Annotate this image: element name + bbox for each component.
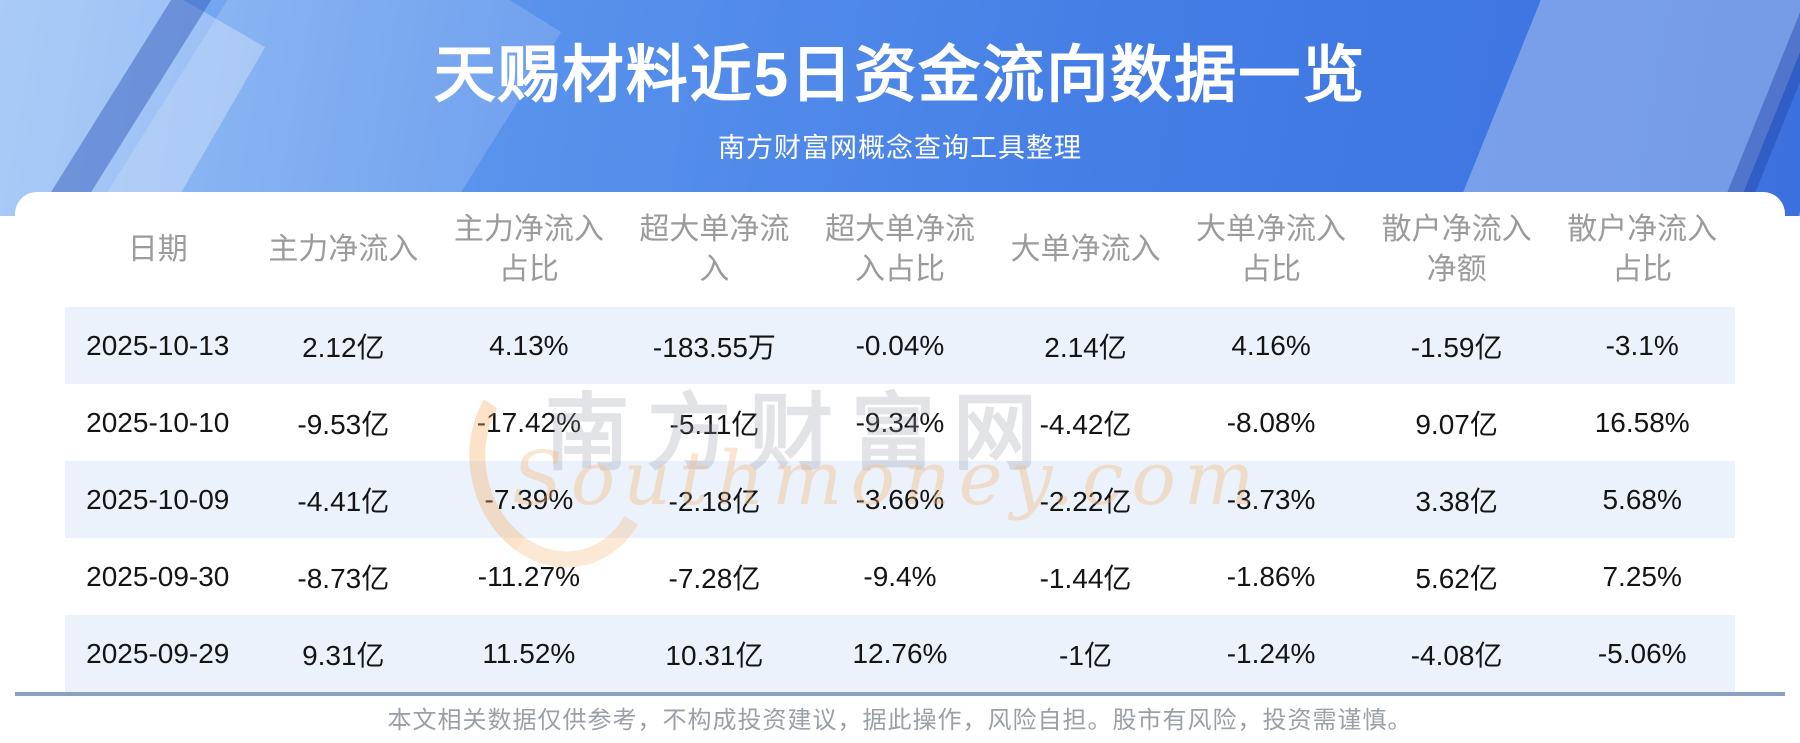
table-cell: -9.53亿 bbox=[297, 408, 390, 440]
table-cell: 3.38亿 bbox=[1415, 485, 1498, 517]
table-cell: -9.4% bbox=[863, 560, 937, 592]
table-cell: 4.13% bbox=[489, 329, 569, 361]
table-cell: 12.76% bbox=[852, 637, 948, 669]
table-cell: -7.39% bbox=[484, 483, 574, 515]
table-cell: -5.06% bbox=[1597, 637, 1687, 669]
table-cell: 10.31亿 bbox=[665, 639, 764, 671]
table-cell: -5.11亿 bbox=[669, 408, 760, 440]
table-cell: 2025-09-29 bbox=[86, 637, 230, 669]
table-cell: 2025-10-10 bbox=[86, 406, 230, 438]
table-cell: 5.68% bbox=[1602, 483, 1682, 515]
hero-banner: 天赐材料近5日资金流向数据一览 南方财富网概念查询工具整理 bbox=[0, 0, 1800, 216]
table-cell: -11.27% bbox=[477, 560, 580, 592]
table-cell: -1.44亿 bbox=[1039, 562, 1132, 594]
table-cell: 2.12亿 bbox=[302, 331, 385, 363]
table-row: 2025-10-10 -9.53亿 -17.42% -5.11亿 -9.34% -4.42… bbox=[65, 384, 1735, 461]
table-cell: -2.18亿 bbox=[668, 485, 761, 517]
table-cell: 11.52% bbox=[482, 637, 576, 669]
column-header: 主力净流入占比 bbox=[453, 212, 604, 286]
table-cell: -0.04% bbox=[855, 329, 945, 361]
fund-flow-table: 日期 主力净流入 主力净流入占比 超大单净流入 超大单净流入占比 大单净流入 大单净流入占比… bbox=[65, 192, 1735, 692]
column-header: 超大单净流入占比 bbox=[824, 212, 975, 286]
column-header: 大单净流入占比 bbox=[1196, 212, 1347, 286]
table-cell: -8.08% bbox=[1226, 406, 1316, 438]
page-title: 天赐材料近5日资金流向数据一览 bbox=[433, 41, 1367, 110]
table-head: 日期 主力净流入 主力净流入占比 超大单净流入 超大单净流入占比 大单净流入 大单净流入占比… bbox=[65, 192, 1735, 307]
disclaimer-text: 本文相关数据仅供参考，不构成投资建议，据此操作，风险自担。股市有风险，投资需谨慎… bbox=[387, 707, 1413, 734]
table-cell: 16.58% bbox=[1594, 406, 1690, 438]
table-cell: 2.14亿 bbox=[1044, 331, 1127, 363]
table-cell: -9.34% bbox=[855, 406, 945, 438]
table-cell: -183.55万 bbox=[652, 331, 776, 363]
column-header: 散户净流入占比 bbox=[1567, 212, 1718, 286]
column-header: 大单净流入 bbox=[1010, 232, 1161, 266]
table-row: 2025-10-13 2.12亿 4.13% -183.55万 -0.04% 2.14亿 4… bbox=[65, 307, 1735, 384]
table-cell: 5.62亿 bbox=[1415, 562, 1498, 594]
table-cell: -4.42亿 bbox=[1039, 408, 1132, 440]
table-cell: -17.42% bbox=[476, 406, 582, 438]
table-cell: -3.66% bbox=[855, 483, 945, 515]
page-subtitle: 南方财富网概念查询工具整理 bbox=[718, 133, 1082, 163]
column-header: 散户净流入净额 bbox=[1381, 212, 1532, 286]
table-cell: 9.31亿 bbox=[302, 639, 385, 671]
table-cell: 2025-10-09 bbox=[86, 483, 230, 515]
table-cell: 9.07亿 bbox=[1415, 408, 1498, 440]
table-cell: -8.73亿 bbox=[297, 562, 390, 594]
column-header: 日期 bbox=[127, 232, 188, 266]
table-cell: -1亿 bbox=[1059, 639, 1112, 671]
data-card: 日期 主力净流入 主力净流入占比 超大单净流入 超大单净流入占比 大单净流入 大单净流入占比… bbox=[15, 192, 1785, 696]
table-cell: -4.08亿 bbox=[1410, 639, 1503, 671]
table-cell: -1.59亿 bbox=[1410, 331, 1503, 363]
table-header-row: 日期 主力净流入 主力净流入占比 超大单净流入 超大单净流入占比 大单净流入 大单净流入占比… bbox=[65, 192, 1735, 307]
column-header: 超大单净流入 bbox=[639, 212, 790, 286]
table-cell: -2.22亿 bbox=[1039, 485, 1132, 517]
table-row: 2025-09-29 9.31亿 11.52% 10.31亿 12.76% -1亿 -1.2… bbox=[65, 615, 1735, 692]
table-cell: -1.24% bbox=[1226, 637, 1316, 669]
table-cell: -3.1% bbox=[1605, 329, 1679, 361]
table-cell: -7.28亿 bbox=[668, 562, 761, 594]
table-body: 2025-10-13 2.12亿 4.13% -183.55万 -0.04% 2.14亿 4… bbox=[65, 307, 1735, 692]
table-row: 2025-10-09 -4.41亿 -7.39% -2.18亿 -3.66% -2.22亿… bbox=[65, 461, 1735, 538]
table-cell: 7.25% bbox=[1602, 560, 1682, 592]
table-cell: -1.86% bbox=[1226, 560, 1316, 592]
table-cell: 4.16% bbox=[1231, 329, 1311, 361]
table-row: 2025-09-30 -8.73亿 -11.27% -7.28亿 -9.4% -1.44亿… bbox=[65, 538, 1735, 615]
table-cell: -4.41亿 bbox=[297, 485, 390, 517]
table-cell: 2025-09-30 bbox=[86, 560, 230, 592]
table-cell: -3.73% bbox=[1226, 483, 1316, 515]
column-header: 主力净流入 bbox=[268, 232, 419, 266]
table-cell: 2025-10-13 bbox=[86, 329, 230, 361]
